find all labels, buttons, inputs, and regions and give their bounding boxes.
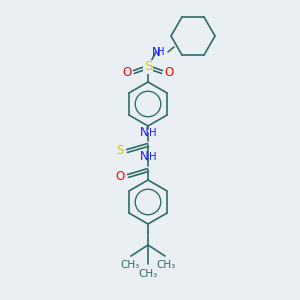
Text: N: N bbox=[140, 127, 148, 140]
Text: H: H bbox=[157, 47, 165, 57]
Text: CH₃: CH₃ bbox=[156, 260, 176, 270]
Text: N: N bbox=[152, 46, 160, 59]
Text: S: S bbox=[117, 145, 124, 158]
Text: H: H bbox=[149, 152, 157, 162]
Text: CH₃: CH₃ bbox=[138, 269, 158, 279]
Text: O: O bbox=[123, 65, 132, 79]
Text: O: O bbox=[164, 65, 173, 79]
Text: CH₃: CH₃ bbox=[120, 260, 140, 270]
Text: N: N bbox=[140, 151, 148, 164]
Text: O: O bbox=[116, 169, 125, 182]
Text: H: H bbox=[149, 128, 157, 138]
Text: S: S bbox=[144, 61, 152, 74]
